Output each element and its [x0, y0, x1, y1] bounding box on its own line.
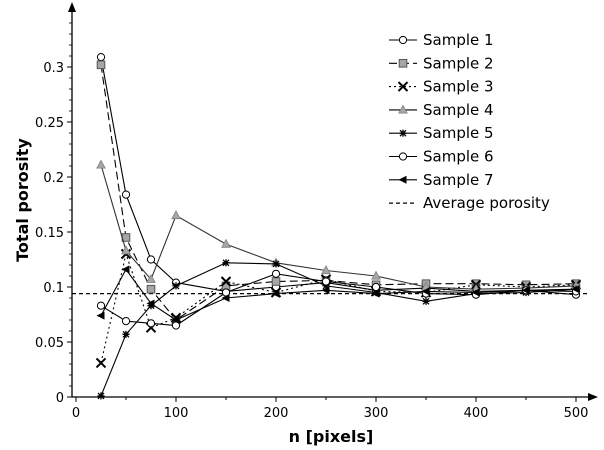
legend-item: Sample 1: [389, 31, 494, 49]
data-point: [146, 319, 156, 328]
data-point: [96, 311, 105, 320]
data-point: [96, 53, 106, 62]
x-tick-label: 200: [264, 406, 289, 421]
tick-layer: 0 100 200 300 400 500 0 0.05 0.1 0.15 0.2 0.25 0.3: [35, 22, 589, 421]
series-line: [100, 164, 577, 290]
data-point: [96, 159, 106, 169]
series-4: [96, 159, 581, 293]
legend-label: Sample 7: [423, 171, 494, 189]
data-point: [272, 260, 280, 268]
legend-item: Sample 4: [389, 101, 494, 119]
series-7: [96, 265, 580, 324]
data-point: [322, 282, 330, 290]
legend-marker: [398, 35, 408, 45]
data-point: [95, 357, 107, 369]
data-point: [171, 316, 180, 324]
x-tick-label: 500: [564, 406, 589, 421]
legend-marker: [399, 129, 407, 137]
legend-label: Sample 4: [423, 101, 494, 119]
series-6: [96, 269, 581, 330]
y-tick-label: 0.2: [43, 171, 64, 186]
data-point: [121, 190, 131, 199]
data-point: [122, 330, 130, 338]
x-axis-arrow: [588, 393, 598, 401]
legend-item: Average porosity: [389, 194, 550, 212]
y-tick-label: 0.05: [35, 336, 64, 351]
y-tick-label: 0: [56, 391, 64, 406]
data-point: [221, 238, 231, 248]
legend-item: Sample 2: [389, 54, 494, 72]
data-point: [422, 297, 430, 305]
legend-marker: [397, 81, 409, 92]
axes: [68, 2, 598, 401]
series-1: [96, 53, 581, 299]
legend-label: Average porosity: [423, 194, 550, 212]
data-point: [421, 287, 430, 296]
y-axis-arrow: [68, 2, 76, 12]
series-5: [97, 259, 580, 400]
y-tick-label: 0.1: [43, 281, 64, 296]
legend-item: Sample 7: [389, 171, 494, 189]
x-axis-title: n [pixels]: [289, 427, 374, 446]
series-line: [100, 57, 577, 296]
data-point: [96, 60, 106, 70]
data-point: [172, 282, 180, 290]
data-point: [146, 284, 156, 294]
legend-marker: [398, 175, 407, 184]
legend-marker: [398, 104, 408, 114]
data-point: [271, 289, 280, 298]
y-axis-title: Total porosity: [13, 138, 32, 262]
x-tick-label: 300: [364, 406, 389, 421]
x-tick-label: 0: [72, 406, 80, 421]
y-tick-label: 0.25: [35, 116, 64, 131]
series-line: [100, 251, 577, 364]
x-tick-label: 100: [164, 406, 189, 421]
data-point: [321, 265, 331, 275]
series-line: [100, 273, 577, 327]
legend-label: Sample 1: [423, 31, 494, 49]
data-point: [146, 299, 155, 308]
y-tick-label: 0.3: [43, 61, 64, 76]
data-point: [321, 286, 330, 295]
data-point: [97, 392, 105, 400]
data-point: [121, 245, 131, 255]
data-point: [371, 270, 381, 280]
data-point: [222, 259, 230, 267]
y-tick-label: 0.15: [35, 226, 64, 241]
data-point: [471, 288, 480, 297]
data-point: [221, 294, 230, 302]
series-line: [100, 64, 577, 321]
legend-label: Sample 6: [423, 148, 494, 166]
data-point: [121, 265, 130, 274]
data-point: [96, 301, 106, 310]
data-point: [220, 276, 232, 287]
legend-label: Sample 3: [423, 78, 494, 96]
x-tick-label: 400: [464, 406, 489, 421]
legend-marker: [398, 152, 408, 161]
series-3: [95, 248, 582, 369]
legend-marker: [398, 59, 408, 68]
data-point: [371, 282, 381, 292]
data-point: [271, 269, 281, 278]
data-point: [571, 285, 580, 294]
series-line: [100, 268, 577, 321]
legend-label: Sample 2: [423, 54, 494, 72]
data-point: [371, 289, 380, 298]
legend: Sample 1 Sample 2 Sample 3 Sample 4 Sample 5…: [389, 31, 550, 212]
data-point: [146, 273, 156, 283]
data-point: [171, 210, 181, 220]
data-point: [521, 286, 530, 295]
data-point: [321, 277, 331, 286]
legend-item: Sample 5: [389, 124, 494, 142]
legend-label: Sample 5: [423, 124, 494, 142]
data-point: [146, 255, 156, 264]
legend-item: Sample 3: [389, 78, 494, 96]
data-point: [121, 317, 131, 326]
series-layer: [72, 53, 590, 400]
legend-item: Sample 6: [389, 148, 494, 166]
data-point: [271, 277, 281, 286]
